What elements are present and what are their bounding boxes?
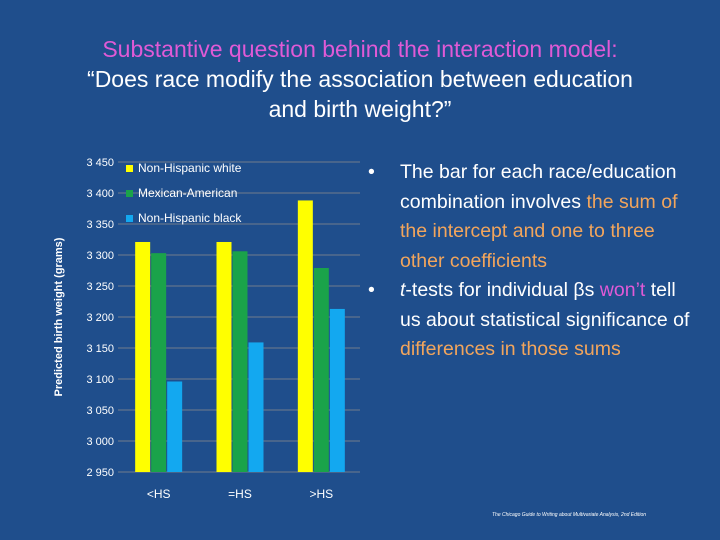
bar [151, 253, 167, 472]
legend-swatch [126, 215, 133, 222]
slide-title: Substantive question behind the interact… [20, 34, 700, 124]
x-tick-label: >HS [309, 487, 333, 501]
legend-label: Non-Hispanic black [138, 211, 242, 225]
bullet-2-highlight-1: won’t [599, 279, 646, 301]
title-line-3: and birth weight?” [268, 96, 452, 122]
bullet-dot-icon: • [368, 279, 375, 301]
title-line-2: “Does race modify the association betwee… [87, 66, 633, 92]
bar [135, 241, 151, 472]
bar-chart: 2 950 3 000 3 050 3 100 3 150 3 200 3 250 3 300… [53, 157, 360, 501]
bar [248, 342, 264, 472]
bullet-1: • The bar for each race/education combin… [368, 158, 698, 276]
y-tick-label: 3 400 [86, 188, 114, 200]
bar [232, 251, 248, 472]
bar [297, 200, 313, 472]
y-tick-label: 3 200 [86, 312, 114, 324]
y-tick-label: 3 450 [86, 157, 114, 169]
bullet-1-text: The bar for each race/education combinat… [400, 161, 677, 213]
bullet-2-pre: -tests for individual βs [405, 279, 600, 301]
bullet-2-t: t [400, 279, 406, 301]
y-tick-label: 3 100 [86, 374, 114, 386]
bullet-list: • The bar for each race/education combin… [368, 158, 698, 365]
legend-swatch [126, 190, 133, 197]
y-tick-label: 3 300 [86, 250, 114, 262]
y-axis-label: Predicted birth weight (grams) [53, 237, 65, 396]
y-tick-label: 2 950 [86, 467, 114, 479]
bullet-1-highlight: the sum of the intercept and one to thre… [400, 190, 678, 272]
bar [329, 308, 345, 472]
bullet-2-highlight-2: differences in those sums [400, 338, 621, 360]
y-tick-label: 3 150 [86, 343, 114, 355]
x-tick-label: =HS [228, 487, 252, 501]
x-tick-label: <HS [147, 487, 171, 501]
bullet-2-mid: tell us about statistical significance o… [400, 279, 690, 331]
y-tick-label: 3 250 [86, 281, 114, 293]
title-line-1: Substantive question behind the interact… [102, 36, 618, 62]
legend-swatch [126, 165, 133, 172]
y-tick-label: 3 350 [86, 219, 114, 231]
bar [313, 268, 329, 472]
bar [167, 381, 183, 472]
bullet-2: • t-tests for individual βs won’t tell u… [368, 276, 698, 365]
bullet-dot-icon: • [368, 161, 375, 183]
footer-citation: The Chicago Guide to Writing about Multi… [492, 512, 647, 518]
legend-label: Mexican-American [138, 186, 237, 200]
legend-label: Non-Hispanic white [138, 161, 242, 175]
y-tick-label: 3 000 [86, 436, 114, 448]
y-tick-label: 3 050 [86, 405, 114, 417]
bar [216, 241, 232, 472]
